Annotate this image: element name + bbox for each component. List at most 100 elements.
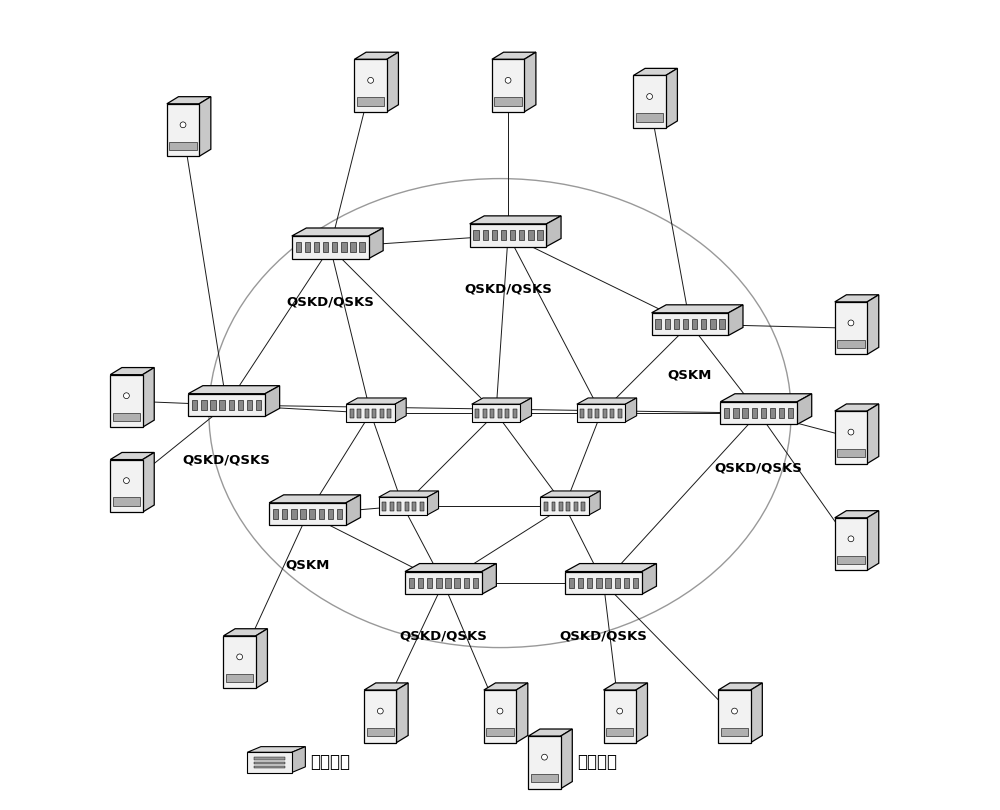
Polygon shape [369,228,383,258]
Polygon shape [501,230,506,241]
Circle shape [647,94,653,100]
Polygon shape [483,408,487,417]
Polygon shape [596,578,602,588]
Polygon shape [365,408,369,417]
Polygon shape [473,230,479,241]
Polygon shape [256,629,267,688]
Circle shape [497,708,503,714]
Polygon shape [733,408,739,418]
Polygon shape [292,236,369,258]
Polygon shape [528,729,572,736]
Polygon shape [265,386,280,416]
Polygon shape [323,242,328,253]
Polygon shape [513,408,517,417]
Polygon shape [110,375,143,427]
Polygon shape [464,578,469,588]
Polygon shape [309,509,315,519]
Polygon shape [475,408,479,417]
Polygon shape [405,564,496,572]
Polygon shape [273,509,278,519]
Polygon shape [412,501,416,510]
Polygon shape [382,501,386,510]
Polygon shape [605,578,611,588]
Circle shape [505,78,511,83]
Polygon shape [445,578,451,588]
Polygon shape [113,497,140,505]
Polygon shape [519,230,524,241]
Polygon shape [788,408,793,418]
Polygon shape [143,453,154,512]
Polygon shape [484,690,516,743]
Polygon shape [332,242,337,253]
Polygon shape [510,230,515,241]
Polygon shape [483,230,488,241]
Polygon shape [642,564,656,595]
Polygon shape [835,411,867,463]
Polygon shape [752,408,757,418]
Circle shape [848,536,854,542]
Polygon shape [524,52,536,112]
Circle shape [377,708,383,714]
Polygon shape [346,404,395,422]
Polygon shape [192,400,197,410]
Polygon shape [254,757,285,760]
Polygon shape [254,761,285,764]
Polygon shape [604,683,647,690]
Polygon shape [494,97,522,105]
Polygon shape [516,683,528,743]
Text: QSKM: QSKM [285,559,330,572]
Polygon shape [282,509,287,519]
Polygon shape [490,408,494,417]
Polygon shape [364,683,408,690]
Polygon shape [199,96,211,156]
Polygon shape [470,216,561,224]
Polygon shape [314,242,319,253]
Polygon shape [359,242,365,253]
Polygon shape [167,96,211,104]
Polygon shape [797,394,812,424]
Polygon shape [625,398,637,422]
Polygon shape [606,728,633,736]
Text: QSKD/QSKS: QSKD/QSKS [183,454,271,467]
Polygon shape [718,690,751,743]
Polygon shape [666,68,677,128]
Polygon shape [580,408,584,417]
Polygon shape [418,578,423,588]
Polygon shape [454,578,460,588]
Polygon shape [498,408,502,417]
Polygon shape [380,408,384,417]
Polygon shape [350,408,354,417]
Polygon shape [226,674,253,682]
Text: 路由设备: 路由设备 [310,753,350,771]
Polygon shape [387,52,398,112]
Polygon shape [569,578,574,588]
Polygon shape [113,412,140,421]
Polygon shape [364,690,396,743]
Circle shape [124,478,129,484]
Polygon shape [837,339,865,348]
Polygon shape [292,228,383,236]
Polygon shape [652,305,743,313]
Polygon shape [618,408,622,417]
Polygon shape [761,408,766,418]
Polygon shape [721,728,748,736]
Polygon shape [587,578,592,588]
Text: QSKM: QSKM [668,369,712,382]
Polygon shape [269,503,346,526]
Polygon shape [238,400,243,410]
Polygon shape [588,408,592,417]
Polygon shape [292,747,305,773]
Polygon shape [867,404,879,463]
Polygon shape [482,564,496,595]
Polygon shape [397,501,401,510]
Polygon shape [655,319,661,329]
Polygon shape [837,449,865,458]
Polygon shape [247,400,252,410]
Polygon shape [110,453,154,459]
Polygon shape [110,368,154,375]
Polygon shape [577,398,637,404]
Polygon shape [531,774,558,782]
Polygon shape [718,683,762,690]
Polygon shape [247,747,305,752]
Polygon shape [633,75,666,128]
